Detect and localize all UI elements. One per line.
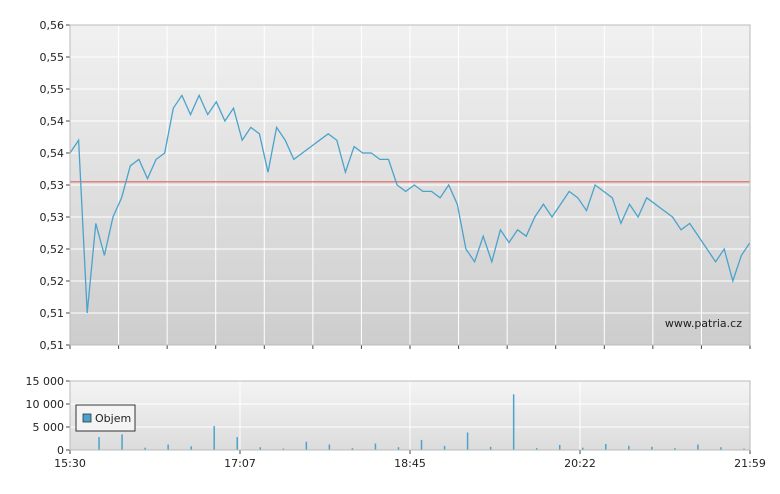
volume-bar [374, 443, 377, 450]
watermark-text: www.patria.cz [665, 317, 742, 330]
y-tick-label: 0,55 [40, 83, 65, 96]
volume-y-tick-label: 5 000 [33, 421, 65, 434]
volume-bar [674, 448, 676, 450]
volume-bar [213, 426, 215, 450]
volume-bar [651, 446, 653, 450]
volume-bar [466, 432, 469, 450]
volume-panel: 15 000 10 000 5 000 015:30 17:07 18:45 20:22 21… [26, 375, 766, 470]
volume-bar [282, 448, 285, 450]
volume-y-tick-label: 10 000 [26, 398, 65, 411]
volume-bar [236, 437, 238, 450]
volume-bar [397, 447, 400, 450]
volume-bar [121, 434, 123, 450]
price-panel: 0,56 0,55 0,55 0,54 0,54 0,53 0,53 0,52 0,52 0,51… [40, 19, 751, 352]
volume-bar [697, 444, 699, 450]
volume-bar [628, 445, 630, 450]
volume-bar [512, 394, 515, 450]
x-tick-label: 21:59 [734, 457, 766, 470]
volume-bar [259, 447, 262, 450]
volume-bar [489, 446, 492, 450]
volume-bar [443, 445, 446, 450]
volume-bar [720, 447, 722, 450]
volume-bar [167, 444, 169, 450]
volume-bar [743, 448, 745, 450]
volume-bar [535, 448, 538, 450]
plot-frame [69, 24, 751, 346]
volume-y-tick-label: 15 000 [26, 375, 65, 388]
volume-legend: Objem [75, 404, 136, 432]
volume-bar [558, 444, 561, 450]
y-tick-label: 0,55 [40, 51, 65, 64]
legend-swatch [82, 413, 92, 423]
volume-bar [98, 437, 100, 450]
x-tick-label: 17:07 [224, 457, 256, 470]
volume-bar [420, 439, 423, 450]
y-tick-label: 0,52 [40, 243, 65, 256]
volume-bar [305, 441, 308, 450]
volume-bar [582, 447, 584, 450]
legend-label: Objem [95, 412, 131, 425]
volume-bar [351, 448, 354, 450]
y-tick-label: 0,51 [40, 307, 65, 320]
y-tick-label: 0,52 [40, 275, 65, 288]
volume-frame [69, 380, 751, 451]
x-tick-label: 20:22 [564, 457, 596, 470]
y-tick-label: 0,51 [40, 339, 65, 352]
x-tick-label: 15:30 [54, 457, 86, 470]
x-tick-label: 18:45 [394, 457, 426, 470]
volume-bar [144, 447, 146, 450]
y-tick-label: 0,53 [40, 179, 65, 192]
volume-y-tick-label: 0 [57, 444, 64, 457]
y-tick-label: 0,54 [40, 147, 65, 160]
price-line [69, 93, 751, 314]
y-tick-label: 0,54 [40, 115, 65, 128]
y-tick-label: 0,56 [40, 19, 65, 32]
y-tick-label: 0,53 [40, 211, 65, 224]
volume-bar [190, 446, 192, 450]
volume-bar [605, 444, 607, 450]
volume-bar [328, 444, 331, 450]
